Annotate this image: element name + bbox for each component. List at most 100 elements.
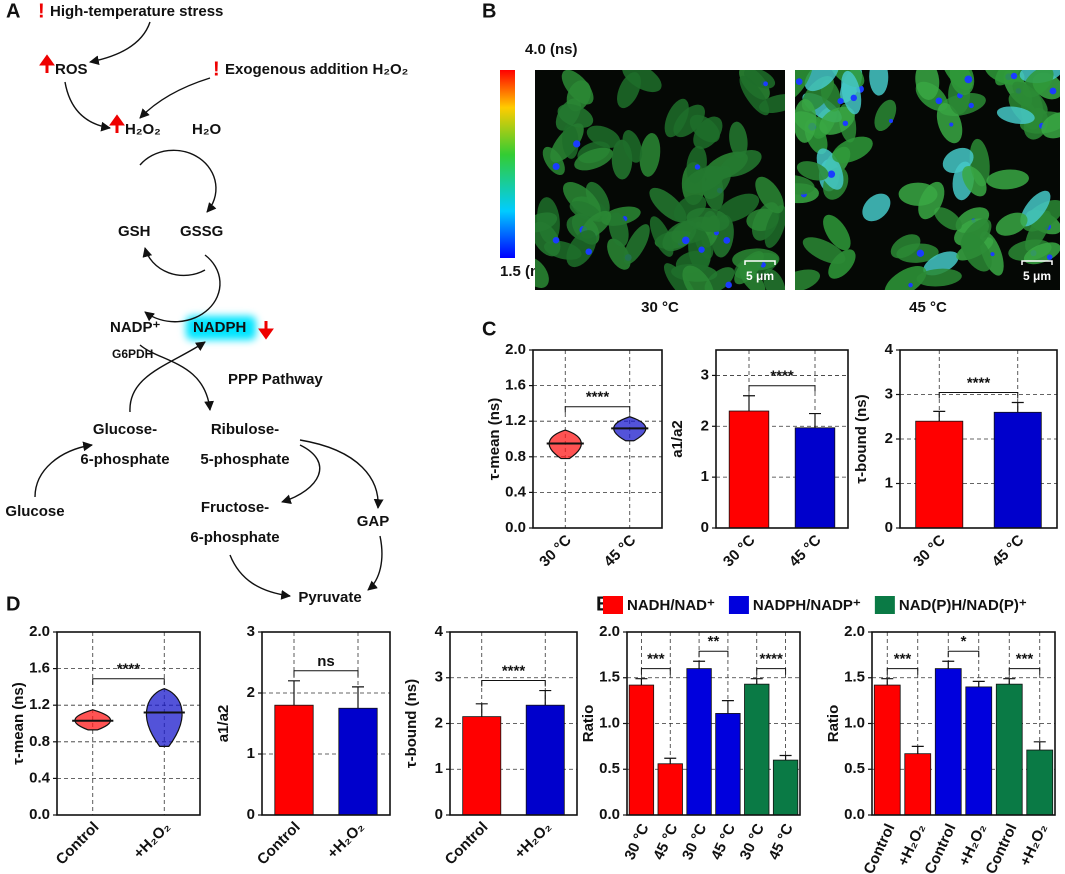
fluor-spot [723, 236, 731, 244]
fluor-spot [990, 252, 995, 257]
colorbar [500, 70, 515, 258]
cell [1041, 112, 1060, 139]
error-bar [881, 678, 894, 686]
bar [628, 684, 655, 816]
x-tick-label: Control [254, 819, 304, 869]
y-tick-label: 1.0 [599, 714, 620, 731]
error-bar [475, 703, 488, 717]
x-tick-label: 30 °C [910, 531, 949, 570]
y-tick-label: 3 [701, 366, 709, 383]
significance-bracket [698, 650, 729, 658]
x-tick-label: 30 °C [737, 821, 768, 862]
bar [915, 420, 964, 529]
fluor-spot [968, 102, 974, 109]
node: 6-phosphate [80, 451, 169, 468]
bar [794, 427, 836, 529]
cell [535, 257, 549, 289]
y-tick-label: 2.0 [599, 623, 620, 640]
x-tick-label: 45 °C [650, 821, 681, 862]
panel-label: A [6, 0, 20, 22]
significance-bracket [756, 668, 787, 675]
bar [995, 683, 1023, 816]
x-tick-label: 45 °C [989, 531, 1028, 570]
cell [535, 221, 561, 257]
y-tick-label: 1.2 [505, 412, 526, 429]
significance-bracket [293, 670, 359, 677]
bar [686, 668, 712, 816]
y-axis-label: Ratio [825, 705, 842, 743]
legend-swatch [603, 596, 623, 614]
significance-bracket [92, 678, 165, 685]
y-tick-label: 1.2 [29, 696, 50, 713]
y-tick-label: 0 [885, 519, 893, 536]
node: GSSG [180, 223, 223, 240]
arrow [281, 444, 321, 505]
cell [683, 165, 726, 194]
legend-label: NAD(P)H/NAD(P)⁺ [899, 597, 1027, 614]
y-tick-label: 3 [435, 669, 443, 686]
y-axis-label: τ-mean (ns) [10, 682, 27, 765]
y-tick-label: 3 [885, 385, 893, 402]
error-bar [942, 660, 955, 669]
bar [873, 684, 901, 816]
arrow [144, 254, 221, 323]
y-axis-label: τ-bound (ns) [853, 394, 870, 483]
cell [562, 123, 579, 159]
y-axis-label: τ-bound (ns) [403, 679, 420, 768]
scale-bar-label: 5 μm [1023, 269, 1051, 283]
alert-icon: ! [38, 0, 45, 22]
arrow [139, 149, 217, 213]
fluor-spot [694, 164, 701, 170]
scale-bar [1021, 260, 1053, 265]
significance-label: **** [117, 661, 141, 678]
y-tick-label: 3 [247, 623, 255, 640]
significance-label: *** [894, 651, 912, 668]
bar [1026, 749, 1054, 816]
cell [662, 220, 697, 252]
cell [739, 75, 770, 116]
error-bar [750, 678, 763, 685]
node: GSH [118, 223, 151, 240]
cell [608, 212, 629, 247]
node: 6-phosphate [190, 529, 279, 546]
y-tick-label: 1 [885, 474, 893, 491]
significance-label: ** [708, 633, 720, 650]
x-tick-label: 30 °C [621, 821, 652, 862]
y-tick-label: 4 [435, 623, 444, 640]
y-tick-label: 0.8 [29, 733, 50, 750]
plot-frame [449, 631, 578, 816]
fluor-spot [916, 249, 925, 257]
plot-frame [626, 631, 801, 816]
arrow [129, 341, 206, 413]
arrow [367, 535, 383, 591]
fluor-spot [698, 246, 705, 253]
fluor-spot [888, 118, 894, 123]
x-tick-label: +H₂O₂ [130, 819, 174, 863]
x-tick-label: Control [861, 821, 899, 874]
arrow [34, 441, 93, 498]
error-bar [693, 660, 706, 669]
bar [904, 753, 932, 816]
fluor-spot [795, 78, 803, 85]
fluor-spot [842, 120, 849, 127]
significance-bracket [947, 650, 980, 658]
fluor-spot [1010, 72, 1018, 80]
y-tick-label: 0.8 [505, 448, 526, 465]
y-tick-label: 0 [435, 806, 443, 823]
error-bar [743, 395, 755, 412]
cell [949, 70, 975, 96]
panel-label: B [482, 0, 496, 22]
cell [962, 165, 987, 197]
significance-label: **** [770, 368, 794, 385]
bar [657, 763, 683, 816]
y-tick-label: 0.0 [505, 519, 526, 536]
panel-label: D [6, 593, 20, 615]
colorbar-label: 4.0 (ns) [525, 41, 578, 58]
cell [874, 99, 897, 132]
error-bar [1011, 401, 1024, 413]
cell [819, 106, 855, 135]
bar [965, 686, 993, 816]
cell [795, 175, 815, 195]
y-tick-label: 2 [885, 430, 893, 447]
